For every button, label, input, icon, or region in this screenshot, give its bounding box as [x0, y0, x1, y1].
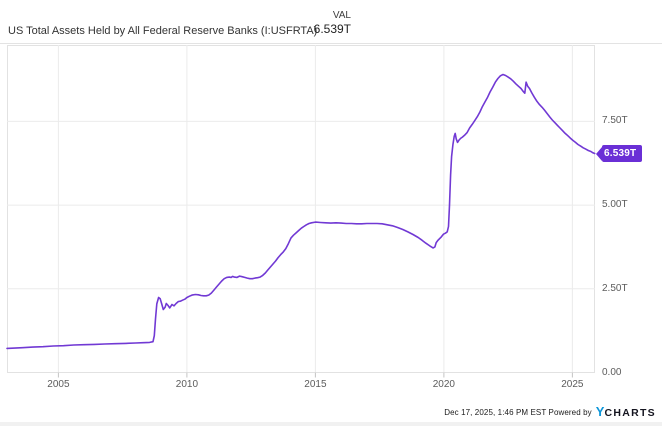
x-axis-label: 2010 [175, 379, 199, 390]
y-axis-label: 7.50T [602, 115, 628, 127]
ycharts-y-icon: Y [595, 403, 605, 419]
y-axis-label: 2.50T [602, 282, 628, 294]
card-bottom-border [0, 422, 662, 426]
data-line-series [6, 73, 596, 350]
chart-header: US Total Assets Held by All Federal Rese… [0, 0, 662, 44]
plot-area[interactable] [6, 45, 596, 378]
badge-arrow-icon [596, 146, 602, 161]
val-column-header: VAL [332, 10, 351, 21]
val-current-value: 6.539T [313, 22, 351, 36]
last-value-badge: 6.539T [596, 145, 643, 163]
val-column: VAL 6.539T [258, 9, 351, 36]
x-axis-label: 2020 [432, 379, 455, 390]
badge-value: 6.539T [602, 145, 643, 163]
timestamp: Dec 17, 2025, 1:46 PM EST Powered by [444, 407, 592, 417]
ycharts-wordmark: CHARTS [604, 406, 656, 419]
y-axis-label: 5.00T [602, 199, 628, 211]
x-axis-label: 2015 [304, 379, 327, 390]
line-chart [6, 45, 596, 378]
chart-title: US Total Assets Held by All Federal Rese… [8, 25, 318, 37]
x-axis-label: 2005 [47, 379, 70, 390]
chart-footer: Dec 17, 2025, 1:46 PM EST Powered by Y C… [444, 404, 656, 420]
x-axis-label: 2025 [561, 379, 584, 390]
y-axis-label: 0.00 [602, 366, 622, 378]
ycharts-logo[interactable]: Y CHARTS [595, 403, 656, 419]
